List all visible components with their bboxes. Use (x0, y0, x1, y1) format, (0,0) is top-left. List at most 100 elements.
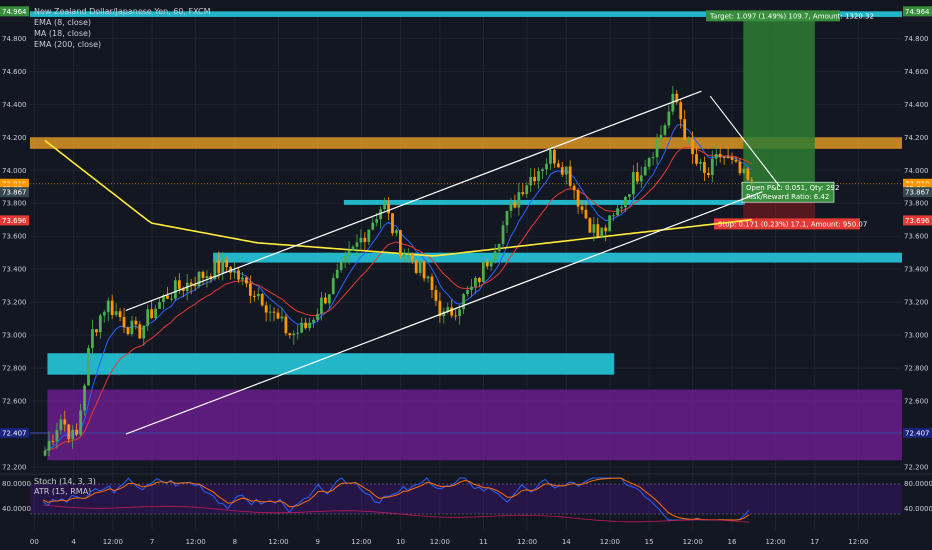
drawings[interactable] (125, 90, 781, 435)
candle-body (150, 309, 154, 319)
candle-body (225, 259, 229, 268)
price-tick-label-left: 72.600 (2, 398, 27, 406)
candle-body (213, 260, 217, 280)
candle-body (122, 316, 126, 328)
price-tick-label-left: 74.600 (2, 68, 27, 76)
target-area[interactable] (743, 11, 815, 193)
candle-body (624, 196, 627, 208)
indicator-ma18[interactable]: MA (18, close) (34, 29, 91, 38)
ema8-line (44, 123, 753, 452)
candle-body (454, 315, 458, 317)
open-pl-label: Open P&L: 0.051, Qty: 292 (746, 184, 839, 192)
candle-body (418, 261, 422, 273)
price-tick-label: 73.400 (904, 266, 929, 274)
time-tick-label: 12:00 (517, 538, 537, 546)
candle-body (304, 322, 308, 329)
price-label: 73.867 (905, 189, 930, 197)
candle-body (564, 166, 568, 175)
candle-body (181, 288, 185, 291)
candle-body (387, 203, 390, 214)
time-tick-label: 00 (30, 538, 39, 546)
indicator-ema200[interactable]: EMA (200, close) (34, 40, 101, 49)
risk-reward-label: Risk/Reward Ratio: 6.42 (746, 193, 829, 201)
price-tick-label: 74.000 (904, 167, 929, 175)
channel-upper-line[interactable] (125, 90, 702, 311)
candle-body (458, 309, 461, 317)
candle-body (193, 284, 197, 287)
candle-body (91, 329, 94, 349)
candle-body (497, 243, 501, 252)
candle-body (537, 171, 540, 182)
price-label: 72.407 (905, 429, 930, 437)
candle-body (592, 224, 596, 233)
candle-body (154, 308, 157, 319)
candle-body (635, 172, 639, 182)
time-tick-label: 12:00 (848, 538, 868, 546)
candle-body (438, 300, 442, 317)
candle-body (667, 111, 671, 126)
price-tick-label: 72.800 (904, 365, 929, 373)
target-band (30, 11, 902, 17)
candle-body (355, 242, 359, 247)
candle-body (572, 185, 576, 191)
chart-header: New Zealand Dollar/Japanese Yen, 60, FXC… (34, 7, 211, 49)
time-tick-label: 12:00 (683, 538, 703, 546)
candle-body (509, 202, 513, 211)
candle-body (533, 176, 537, 182)
candle-body (552, 149, 556, 164)
time-tick-label: 12:00 (765, 538, 785, 546)
time-tick-label: 4 (71, 538, 76, 546)
candle-body (197, 271, 201, 287)
candle-body (726, 157, 730, 159)
channel-lower-line[interactable] (125, 191, 763, 435)
price-tick-label-left: 73.200 (2, 299, 27, 307)
atr-label: ATR (15, RMA) (34, 487, 91, 496)
candle-body (695, 154, 698, 164)
candle-body (481, 261, 485, 283)
candle-body (177, 280, 181, 289)
candle-body (576, 190, 580, 207)
indicator-ema8[interactable]: EMA (8, close) (34, 18, 91, 27)
pl-box (741, 181, 835, 203)
candle-body (320, 297, 323, 314)
stop-label-box (714, 218, 860, 230)
candle-body (414, 260, 418, 273)
candle-body (51, 440, 55, 442)
time-axis[interactable]: 00 4 12:00 7 12:00 8 12:00 9 12:00 10 12:00 11 12:00… (30, 538, 869, 546)
price-tick-label-left: 73.800 (2, 200, 27, 208)
candle-body (588, 218, 592, 233)
price-tick-label: 74.800 (904, 35, 929, 43)
time-tick-label: 12:00 (600, 538, 620, 546)
target-label-box (706, 10, 840, 22)
candle-body (730, 157, 734, 160)
candle-body (462, 294, 465, 310)
candle-body (446, 307, 450, 312)
price-tick-label: 73.000 (904, 332, 929, 340)
candle-body (430, 276, 434, 291)
candle-body (241, 277, 244, 280)
candle-body (252, 295, 256, 297)
candle-body (245, 277, 248, 284)
time-tick-label: 12:00 (430, 538, 450, 546)
price-axis[interactable]: 74.800 74.800 74.600 74.600 74.400 74.400 74.2… (0, 6, 932, 472)
candle-body (371, 222, 375, 230)
candle-body (335, 269, 339, 279)
candle-body (217, 260, 221, 274)
candles (43, 85, 754, 457)
price-label-left: 72.407 (2, 429, 27, 437)
candle-body (580, 206, 584, 210)
candle-body (485, 261, 489, 267)
candle-body (659, 134, 663, 140)
candle-body (395, 230, 398, 234)
candle-body (541, 169, 544, 172)
candle-body (237, 270, 240, 280)
candle-body (651, 157, 655, 159)
descending-trendline[interactable] (709, 95, 781, 188)
candle-body (687, 139, 690, 141)
long-position-tool[interactable]: Target: 1.097 (1.49%) 109.7, Amount: 132… (706, 10, 874, 230)
price-label: 74.964 (905, 8, 930, 16)
candle-body (173, 280, 177, 299)
candle-body (718, 153, 722, 157)
candle-body (406, 253, 410, 255)
